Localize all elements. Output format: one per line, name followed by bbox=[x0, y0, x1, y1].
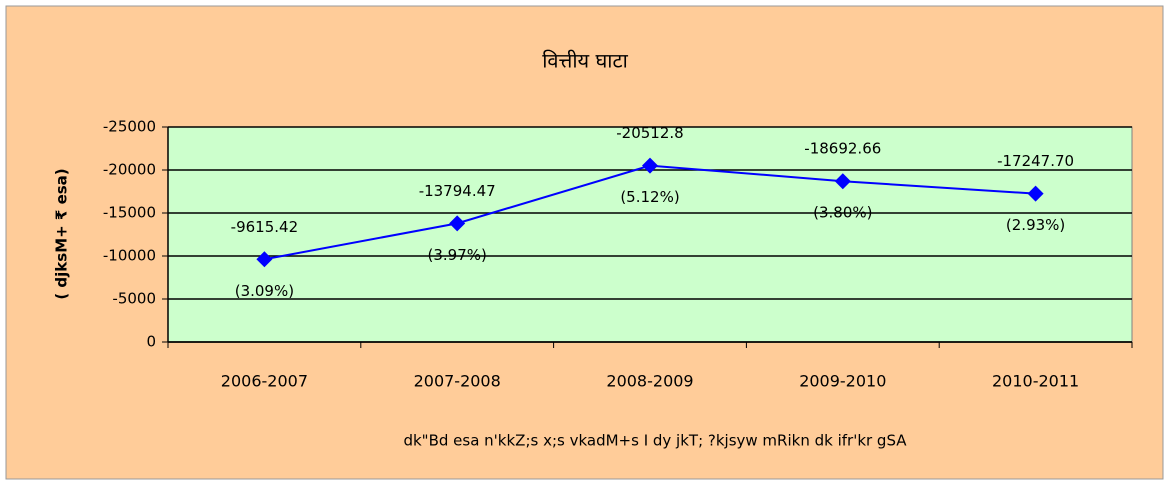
y-tick-label: 0 bbox=[146, 333, 156, 351]
y-axis-label: ( djksM+ ₹ esa) bbox=[53, 168, 71, 299]
x-tick-label: 2010-2011 bbox=[992, 372, 1079, 391]
y-tick-label: -5000 bbox=[112, 290, 156, 308]
data-label: -20512.8 bbox=[616, 124, 683, 142]
data-label: -9615.42 bbox=[231, 218, 298, 236]
x-tick-label: 2009-2010 bbox=[799, 372, 886, 391]
annotation: (3.09%) bbox=[235, 282, 294, 300]
annotation: (3.80%) bbox=[813, 204, 872, 222]
x-tick-label: 2006-2007 bbox=[221, 372, 308, 391]
marker bbox=[256, 251, 273, 268]
y-tick-label: -20000 bbox=[103, 161, 156, 179]
x-axis-label: dk"Bd esa n'kkZ;s x;s vkadM+s I dy jkT; … bbox=[403, 432, 907, 450]
x-tick-label: 2007-2008 bbox=[414, 372, 501, 391]
annotation: (5.12%) bbox=[620, 188, 679, 206]
annotation: (2.93%) bbox=[1006, 216, 1065, 234]
data-label: -18692.66 bbox=[804, 140, 881, 158]
data-label: -13794.47 bbox=[419, 182, 496, 200]
y-tick-label: -10000 bbox=[103, 247, 156, 265]
y-tick-label: -25000 bbox=[103, 118, 156, 136]
x-tick-label: 2008-2009 bbox=[606, 372, 693, 391]
marker bbox=[834, 173, 851, 190]
chart-title: वित्तीय घाटा bbox=[542, 49, 628, 73]
marker bbox=[642, 157, 658, 174]
data-label: -17247.70 bbox=[997, 152, 1074, 170]
marker bbox=[449, 215, 466, 232]
marker bbox=[1027, 185, 1044, 202]
y-tick-label: -15000 bbox=[103, 204, 156, 222]
annotation: (3.97%) bbox=[428, 246, 487, 264]
